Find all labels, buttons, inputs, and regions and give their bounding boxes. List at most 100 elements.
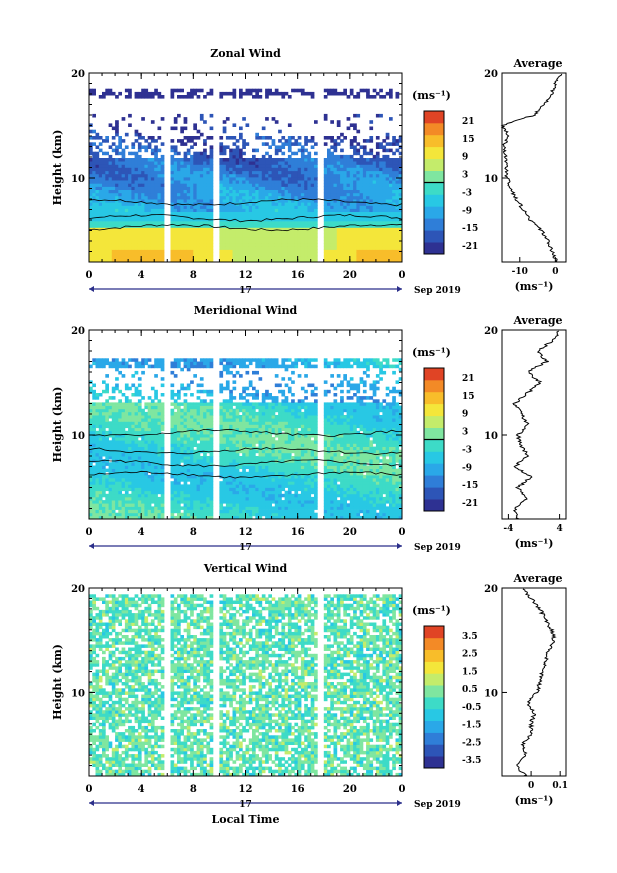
heatmap-cell: [137, 180, 142, 184]
heatmap-cell: [242, 249, 246, 253]
heatmap-cell: [300, 199, 305, 203]
heatmap-cell: [89, 389, 93, 394]
heatmap-cell: [203, 161, 207, 165]
heatmap-cell: [105, 424, 109, 429]
heatmap-cell: [186, 221, 191, 225]
heatmap-cell: [196, 205, 201, 209]
heatmap-cell: [382, 217, 387, 222]
heatmap-cell: [173, 243, 178, 247]
heatmap-cell: [304, 236, 308, 241]
heatmap-cell: [141, 487, 145, 492]
heatmap-cell: [242, 255, 246, 260]
heatmap-cell: [375, 214, 380, 219]
heatmap-cell: [154, 139, 158, 143]
heatmap-cell: [392, 180, 396, 184]
heatmap-cell: [307, 224, 312, 228]
heatmap-cell: [115, 199, 119, 203]
heatmap-cell: [271, 208, 276, 212]
heatmap-cell: [206, 154, 211, 159]
heatmap-cell: [281, 246, 286, 250]
heatmap-cell: [108, 227, 113, 231]
heatmap-cell: [177, 243, 181, 247]
heatmap-cell: [287, 211, 292, 216]
heatmap-cell: [95, 258, 100, 263]
heatmap-cell: [190, 496, 194, 501]
heatmap-cell: [375, 243, 380, 247]
heatmap-cell: [252, 249, 256, 253]
heatmap-cell: [98, 427, 103, 432]
heatmap-cell: [137, 484, 142, 488]
heatmap-cell: [144, 189, 149, 194]
heatmap-cell: [102, 449, 106, 454]
contour-line: [88, 213, 403, 223]
heatmap-cell: [147, 468, 152, 473]
heatmap-cell: [144, 164, 149, 168]
heatmap-cell: [157, 402, 162, 406]
heatmap-cell: [252, 173, 256, 178]
heatmap-cell: [245, 158, 250, 162]
heatmap-cell: [278, 173, 282, 178]
heatmap-cell: [118, 452, 122, 457]
heatmap-cell: [340, 183, 344, 187]
heatmap-cell: [173, 465, 178, 469]
heatmap-cell: [258, 236, 263, 241]
heatmap-cell: [366, 167, 370, 172]
heatmap-cell: [219, 192, 224, 197]
heatmap-cell: [183, 236, 188, 241]
heatmap-cell: [248, 240, 253, 244]
heatmap-cell: [150, 478, 155, 482]
heatmap-cell: [193, 205, 197, 209]
heatmap-cell: [157, 481, 162, 485]
heatmap-cell: [144, 424, 149, 429]
heatmap-cell: [186, 236, 191, 241]
heatmap-cell: [141, 493, 145, 498]
heatmap-cell: [372, 95, 377, 99]
heatmap-cell: [229, 230, 233, 234]
heatmap-cell: [190, 136, 194, 140]
heatmap-cell: [261, 170, 266, 175]
heatmap-cell: [366, 230, 370, 234]
heatmap-cell: [284, 249, 289, 253]
heatmap-cell: [98, 421, 103, 425]
heatmap-cell: [333, 170, 338, 175]
heatmap-cell: [261, 136, 266, 140]
heatmap-cell: [160, 192, 165, 197]
heatmap-cell: [297, 180, 302, 184]
heatmap-cell: [372, 211, 377, 216]
heatmap-cell: [137, 148, 142, 153]
heatmap-cell: [170, 161, 175, 165]
heatmap-cell: [398, 205, 403, 209]
heatmap-cell: [258, 167, 263, 172]
heatmap-cell: [343, 258, 347, 263]
heatmap-cell: [281, 214, 286, 219]
heatmap-cell: [134, 243, 139, 247]
heatmap-cell: [134, 255, 139, 260]
heatmap-cell: [255, 136, 259, 140]
heatmap-cell: [186, 208, 191, 212]
heatmap-cell: [284, 221, 289, 225]
heatmap-cell: [268, 88, 272, 93]
heatmap-cell: [89, 484, 93, 488]
heatmap-cell: [95, 361, 100, 366]
heatmap-cell: [177, 186, 181, 190]
heatmap-cell: [183, 252, 188, 257]
heatmap-cell: [124, 208, 129, 212]
heatmap-cell: [398, 211, 403, 216]
heatmap-cell: [340, 249, 344, 253]
heatmap-cell: [144, 224, 149, 228]
heatmap-cell: [95, 440, 100, 444]
heatmap-cell: [304, 214, 308, 219]
heatmap-cell: [242, 202, 246, 206]
heatmap-cell: [307, 233, 312, 238]
heatmap-cell: [134, 129, 139, 134]
heatmap-cell: [193, 481, 197, 485]
heatmap-cell: [369, 233, 374, 238]
heatmap-cell: [284, 240, 289, 244]
y-axis-label: Height (km): [51, 130, 64, 206]
heatmap-cell: [245, 91, 250, 96]
heatmap-cell: [245, 249, 250, 253]
heatmap-cell: [92, 167, 96, 172]
heatmap-cell: [154, 246, 158, 250]
heatmap-cell: [229, 243, 233, 247]
heatmap-cell: [128, 399, 132, 403]
